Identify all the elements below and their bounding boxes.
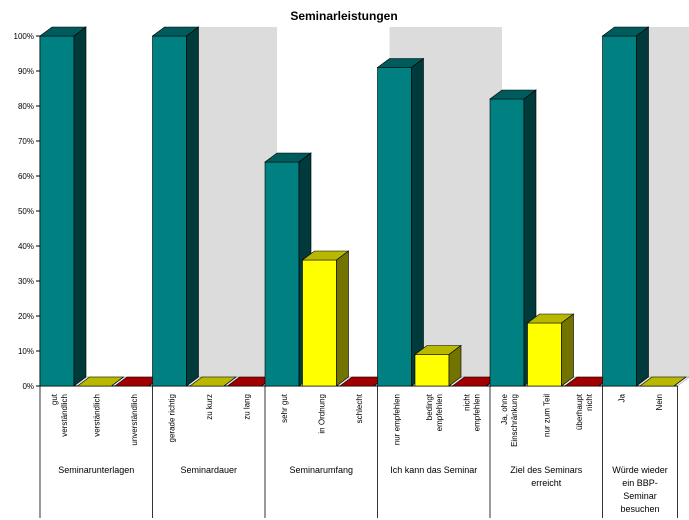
- bar: [376, 57, 425, 387]
- y-tick-label: 90%: [18, 67, 34, 76]
- x-tick-label: empfehlen: [435, 394, 444, 431]
- bar: [414, 344, 462, 387]
- x-tick-label: in Ordnung: [317, 394, 326, 434]
- bar: [39, 26, 87, 387]
- y-tick-label: 40%: [18, 242, 34, 251]
- bar-side: [336, 250, 349, 387]
- y-tick-label: 10%: [18, 347, 34, 356]
- bar-side: [223, 376, 237, 387]
- x-tick-label: überhaupt: [575, 393, 584, 430]
- group-label: Seminardauer: [180, 465, 237, 475]
- bar-front: [152, 35, 187, 387]
- x-tick-label: Ja: [617, 393, 626, 402]
- x-tick-label: bedingt: [425, 393, 434, 420]
- bar-front: [302, 259, 337, 387]
- bar: [301, 250, 350, 387]
- y-tick-label: 80%: [18, 102, 34, 111]
- bar: [639, 376, 687, 387]
- bar-side: [448, 344, 462, 387]
- bar-side: [186, 26, 199, 387]
- bar-front: [602, 35, 637, 387]
- x-tick-label: unverständlich: [130, 394, 139, 446]
- group-label: besuchen: [620, 504, 659, 514]
- bar-front: [39, 35, 75, 387]
- group-label: Ziel des Seminars: [510, 465, 583, 475]
- bar: [76, 376, 125, 387]
- group-label: Würde wieder: [612, 465, 668, 475]
- y-tick-label: 70%: [18, 137, 34, 146]
- bar-side: [73, 26, 87, 387]
- y-tick-label: 100%: [14, 32, 34, 41]
- bar: [189, 376, 237, 387]
- bar: [151, 26, 200, 387]
- x-tick-label: verständlich: [92, 394, 101, 437]
- y-tick-label: 0%: [22, 382, 34, 391]
- x-tick-label: nicht: [585, 393, 594, 411]
- bar-side: [636, 26, 649, 387]
- bar-side: [561, 313, 574, 387]
- bar: [526, 313, 575, 387]
- bar-side: [111, 376, 124, 387]
- bar: [489, 89, 537, 387]
- chart-title: Seminarleistungen: [290, 9, 397, 23]
- bar-front: [489, 98, 525, 387]
- group-label: Seminar: [623, 491, 657, 501]
- y-tick-label: 20%: [18, 312, 34, 321]
- x-tick-label: Nein: [655, 394, 664, 410]
- y-tick-label: 60%: [18, 172, 34, 181]
- x-tick-label: zu kurz: [205, 394, 214, 420]
- bar-side: [673, 376, 687, 387]
- group-label: Seminarumfang: [289, 465, 353, 475]
- x-tick-label: empfehlen: [472, 394, 481, 431]
- bar: [601, 26, 650, 387]
- x-tick-label: sehr gut: [280, 393, 289, 423]
- group-label: erreicht: [531, 478, 562, 488]
- y-tick-label: 30%: [18, 277, 34, 286]
- y-tick-label: 50%: [18, 207, 34, 216]
- bar-front: [264, 161, 300, 387]
- x-tick-label: Einschränkung: [510, 394, 519, 447]
- x-tick-label: zu lang: [242, 394, 251, 420]
- group-label: Ich kann das Seminar: [390, 465, 477, 475]
- bar-front: [377, 67, 412, 387]
- x-tick-label: nicht: [462, 393, 471, 411]
- group-label: Seminarunterlagen: [58, 465, 134, 475]
- x-tick-label: nur zum Teil: [542, 394, 551, 437]
- x-tick-label: gerade richtig: [167, 394, 176, 442]
- x-tick-label: schlecht: [355, 393, 364, 423]
- x-tick-label: Ja, ohne: [500, 393, 509, 424]
- bar-front: [414, 354, 450, 387]
- bar-side: [411, 57, 424, 387]
- bar-front: [527, 322, 562, 387]
- x-tick-label: verständlich: [60, 394, 69, 437]
- x-tick-label: gut: [50, 393, 59, 405]
- x-tick-label: nur empfehlen: [392, 394, 401, 445]
- group-label: ein BBP-: [622, 478, 658, 488]
